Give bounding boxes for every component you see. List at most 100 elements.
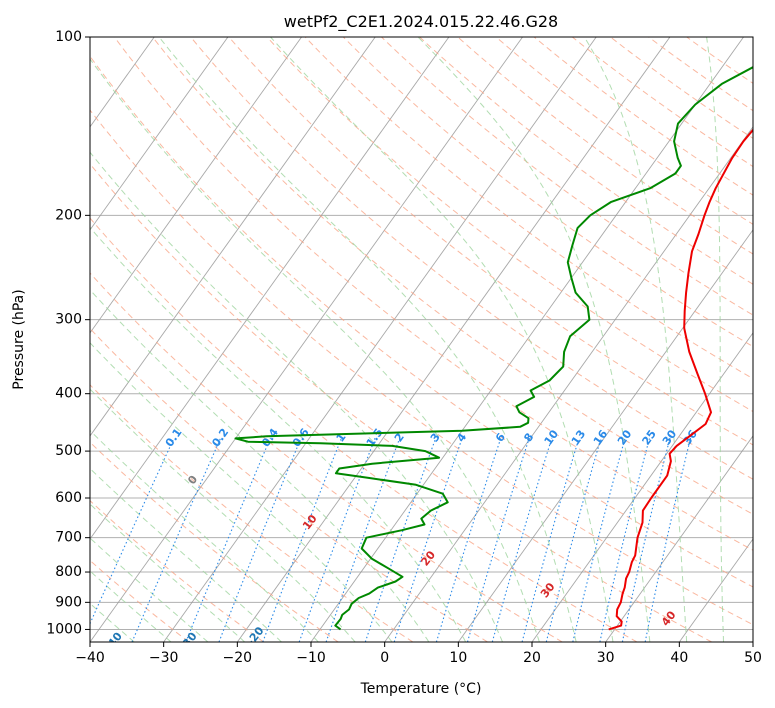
dry-adiabat-label: 0 [185,473,200,487]
dry-adiabat-line [90,441,339,642]
mixing-ratio-label: 0.2 [209,426,231,449]
x-tick-label: −10 [296,650,326,666]
mixing-ratio-line [435,437,502,642]
isotherm-line [236,37,671,642]
mixing-ratio-label: 1 [334,431,349,445]
dry-adiabat-line [90,559,190,642]
dry-adiabat-line [90,272,563,642]
mixing-ratio-line [466,437,530,642]
y-tick-label: 100 [55,29,82,45]
moist-adiabat-line [90,151,503,642]
moist-adiabat-line [158,37,577,642]
x-tick-label: −40 [75,650,105,666]
moist-adiabat-line [90,388,356,642]
dry-adiabat-line [113,37,753,551]
isotherm-line [90,37,302,334]
moist-adiabat-line [706,37,724,642]
moist-adiabat-line [90,226,467,642]
isotherm-line [90,37,376,437]
y-tick-label: 900 [55,594,82,610]
dry-adiabat-line [457,37,753,255]
mixing-ratio-label: 25 [639,428,658,448]
x-tick-label: 10 [449,650,467,666]
moist-adiabat-line [417,37,651,642]
x-tick-label: −30 [149,650,179,666]
mixing-ratio-line [545,437,602,642]
isotherm-lines [90,37,753,642]
dry-adiabat-line [266,37,753,413]
dry-adiabat-line [342,37,753,348]
pressure-gridlines [90,37,753,630]
dry-adiabat-line [648,37,753,112]
dry-adiabat-label: 20 [418,548,438,568]
dry-adiabat-line [610,37,753,139]
mixing-ratio-label: 16 [591,427,611,447]
dry-adiabat-line [90,109,753,626]
moist-adiabat-lines [90,37,724,642]
isotherm-line [457,229,753,642]
x-tick-label: 20 [523,650,541,666]
dry-adiabat-line [304,37,753,380]
mixing-ratio-line [599,437,651,642]
moist-adiabat-line [270,37,614,642]
y-axis-label: Pressure (hPa) [11,289,27,389]
moist-adiabat-line [90,537,209,642]
isotherm-line [531,332,753,642]
dry-adiabat-lines [90,37,753,642]
dry-adiabat-line [571,37,753,168]
y-tick-label: 500 [55,443,82,459]
moist-adiabat-line [90,429,319,642]
mixing-ratio-label: 0.1 [163,426,185,449]
mixing-ratio-lines [90,437,692,642]
mixing-ratio-line [218,437,302,642]
y-tick-label: 700 [55,530,82,546]
x-axis-ticks: −40 −30 −20 −10 0 10 20 30 40 50 [75,642,762,666]
dry-adiabat-line [90,384,414,642]
dry-adiabat-line [90,217,638,642]
mixing-ratio-label: 30 [660,427,680,447]
x-tick-label: −20 [223,650,253,666]
isotherm-line [163,37,597,642]
y-axis-ticks: 100 200 300 400 500 600 700 800 900 1000 [46,29,90,637]
temperature-profile [608,128,753,631]
plot-frame [89,36,754,643]
dry-adiabat-line [152,37,753,515]
sounding-profiles [234,66,753,631]
mixing-ratio-line [572,437,626,642]
y-tick-label: 400 [55,386,82,402]
dry-adiabat-line [90,500,264,642]
y-tick-label: 200 [55,207,82,223]
dry-adiabat-line [228,37,753,446]
mixing-ratio-label: 20 [615,427,635,447]
moist-adiabat-line [90,58,540,642]
moist-adiabat-line [583,37,688,642]
isotherm-line [90,37,229,231]
dry-adiabat-line [381,37,753,316]
mixing-ratio-label: 4 [454,430,469,444]
moist-adiabat-line [90,342,393,642]
y-tick-label: 1000 [46,621,82,637]
chart-title: wetPf2_C2E1.2024.015.22.46.G28 [284,12,558,32]
mixing-ratio-label: 6 [493,430,508,444]
mixing-ratio-line [262,437,343,642]
isotherm-line [605,435,753,642]
dry-adiabat-label: -10 [65,417,88,441]
isotherm-line [90,37,450,540]
dry-adiabat-line [90,55,753,588]
mixing-ratio-line [185,437,272,642]
mixing-ratio-line [131,437,222,642]
isotherm-line [90,37,523,642]
dewpoint-profile [234,66,753,631]
moist-adiabat-line [90,503,246,642]
x-tick-label: 30 [597,650,615,666]
y-tick-label: 800 [55,564,82,580]
mixing-ratio-line [621,437,671,642]
moist-adiabat-line [90,467,282,642]
x-axis-label: Temperature (°C) [360,681,482,697]
mixing-ratio-line [90,437,175,625]
x-tick-label: 50 [744,650,762,666]
x-tick-label: 0 [380,650,389,666]
y-tick-label: 300 [55,312,82,328]
y-tick-label: 600 [55,490,82,506]
